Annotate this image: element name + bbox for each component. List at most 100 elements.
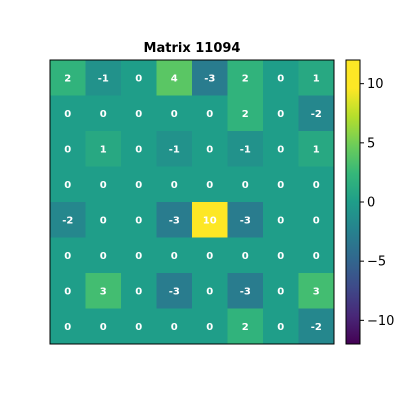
heatmap-cell xyxy=(50,95,86,132)
heatmap-cell xyxy=(192,95,228,132)
heatmap-cell xyxy=(263,95,299,132)
heatmap-cell xyxy=(85,202,122,238)
cell-value-label: 0 xyxy=(135,215,142,226)
cell-value-label: 1 xyxy=(100,144,107,155)
cell-value-label: 0 xyxy=(100,215,107,226)
cell-value-label: -3 xyxy=(169,286,180,297)
cell-value-label: 0 xyxy=(135,109,142,120)
cell-value-label: 2 xyxy=(242,73,249,84)
heatmap-cell xyxy=(50,308,86,345)
cell-value-label: 0 xyxy=(277,215,284,226)
cell-value-label: 0 xyxy=(206,180,213,191)
heatmap-cell xyxy=(263,273,299,309)
cell-value-label: -3 xyxy=(204,73,215,84)
heatmap-cell xyxy=(227,60,264,96)
colorbar-tick-label: −10 xyxy=(367,314,394,329)
colorbar: 10 5 0 −5 −10 xyxy=(345,59,394,345)
chart-title: Matrix 11094 xyxy=(144,41,241,56)
colorbar-tick-label: −5 xyxy=(367,255,386,270)
heatmap-cell xyxy=(192,237,228,274)
cell-value-label: -2 xyxy=(311,322,322,333)
cell-value-label: 0 xyxy=(64,180,71,191)
heatmap-cell xyxy=(156,273,193,309)
cell-value-label: -1 xyxy=(169,144,180,155)
cell-value-label: 0 xyxy=(277,180,284,191)
cell-value-label: 0 xyxy=(242,180,249,191)
heatmap-cell xyxy=(85,273,122,309)
cell-value-label: 0 xyxy=(242,251,249,262)
cell-value-label: 0 xyxy=(206,144,213,155)
cell-value-label: 0 xyxy=(135,73,142,84)
heatmap-cell xyxy=(85,237,122,274)
heatmap-cell xyxy=(298,308,335,345)
cell-value-label: 0 xyxy=(277,73,284,84)
heatmap-cell xyxy=(156,166,193,203)
cell-value-label: 1 xyxy=(313,73,320,84)
cell-value-label: -1 xyxy=(240,144,251,155)
heatmap-cell xyxy=(298,202,335,238)
cell-value-label: 0 xyxy=(277,109,284,120)
heatmap-cell xyxy=(121,308,157,345)
cell-value-label: -2 xyxy=(62,215,73,226)
heatmap-cell xyxy=(156,131,193,167)
heatmap-cell xyxy=(156,202,193,238)
heatmap-cell xyxy=(85,166,122,203)
cell-value-label: 10 xyxy=(203,215,217,226)
cell-value-label: 2 xyxy=(242,109,249,120)
cell-value-label: 0 xyxy=(135,286,142,297)
heatmap-cells: 2 -1 0 4 -3 2 0 10 0 0 0 0 2 0 -20 1 0 -1 0 -1 0 10 0 0 0 0 0 0 0-2 0… xyxy=(50,60,335,345)
heatmap-cell xyxy=(85,308,122,345)
heatmap-cell xyxy=(156,308,193,345)
cell-value-label: 0 xyxy=(135,144,142,155)
heatmap-cell xyxy=(298,273,335,309)
heatmap-cell xyxy=(156,60,193,96)
cell-value-label: 0 xyxy=(171,322,178,333)
cell-value-label: 1 xyxy=(313,144,320,155)
heatmap-cell xyxy=(298,95,335,132)
cell-value-label: 0 xyxy=(206,322,213,333)
heatmap-cell xyxy=(192,202,228,238)
heatmap-cell xyxy=(156,95,193,132)
cell-value-label: 0 xyxy=(135,322,142,333)
heatmap-cell xyxy=(121,237,157,274)
cell-value-label: 0 xyxy=(100,109,107,120)
heatmap-cell xyxy=(85,60,122,96)
heatmap-cell xyxy=(227,131,264,167)
cell-value-label: 0 xyxy=(64,322,71,333)
cell-value-label: 0 xyxy=(135,180,142,191)
cell-value-label: -3 xyxy=(240,215,251,226)
colorbar-tick-label: 0 xyxy=(367,196,375,211)
cell-value-label: 0 xyxy=(135,251,142,262)
cell-value-label: 0 xyxy=(277,322,284,333)
cell-value-label: 0 xyxy=(64,251,71,262)
cell-value-label: 0 xyxy=(64,109,71,120)
heatmap-cell xyxy=(227,166,264,203)
cell-value-label: 2 xyxy=(64,73,71,84)
heatmap-cell xyxy=(121,95,157,132)
heatmap-cell xyxy=(85,95,122,132)
cell-value-label: 0 xyxy=(277,144,284,155)
heatmap-cell xyxy=(192,308,228,345)
cell-value-label: 4 xyxy=(171,73,178,84)
heatmap-cell xyxy=(263,237,299,274)
cell-value-label: 0 xyxy=(100,180,107,191)
cell-value-label: 0 xyxy=(64,144,71,155)
heatmap-cell xyxy=(85,131,122,167)
cell-value-label: 2 xyxy=(242,322,249,333)
heatmap-cell xyxy=(263,202,299,238)
cell-value-label: 0 xyxy=(206,109,213,120)
cell-value-label: 0 xyxy=(277,251,284,262)
heatmap-cell xyxy=(227,273,264,309)
plot-frame xyxy=(49,59,335,345)
heatmap-cell xyxy=(121,60,157,96)
heatmap-cell xyxy=(50,166,86,203)
heatmap-cell xyxy=(121,202,157,238)
cell-value-label: 0 xyxy=(313,180,320,191)
heatmap-cell xyxy=(227,237,264,274)
heatmap-cell xyxy=(192,166,228,203)
cell-value-label: 0 xyxy=(206,286,213,297)
heatmap-cell xyxy=(50,60,86,96)
heatmap-cell xyxy=(263,60,299,96)
heatmap-cell xyxy=(50,202,86,238)
